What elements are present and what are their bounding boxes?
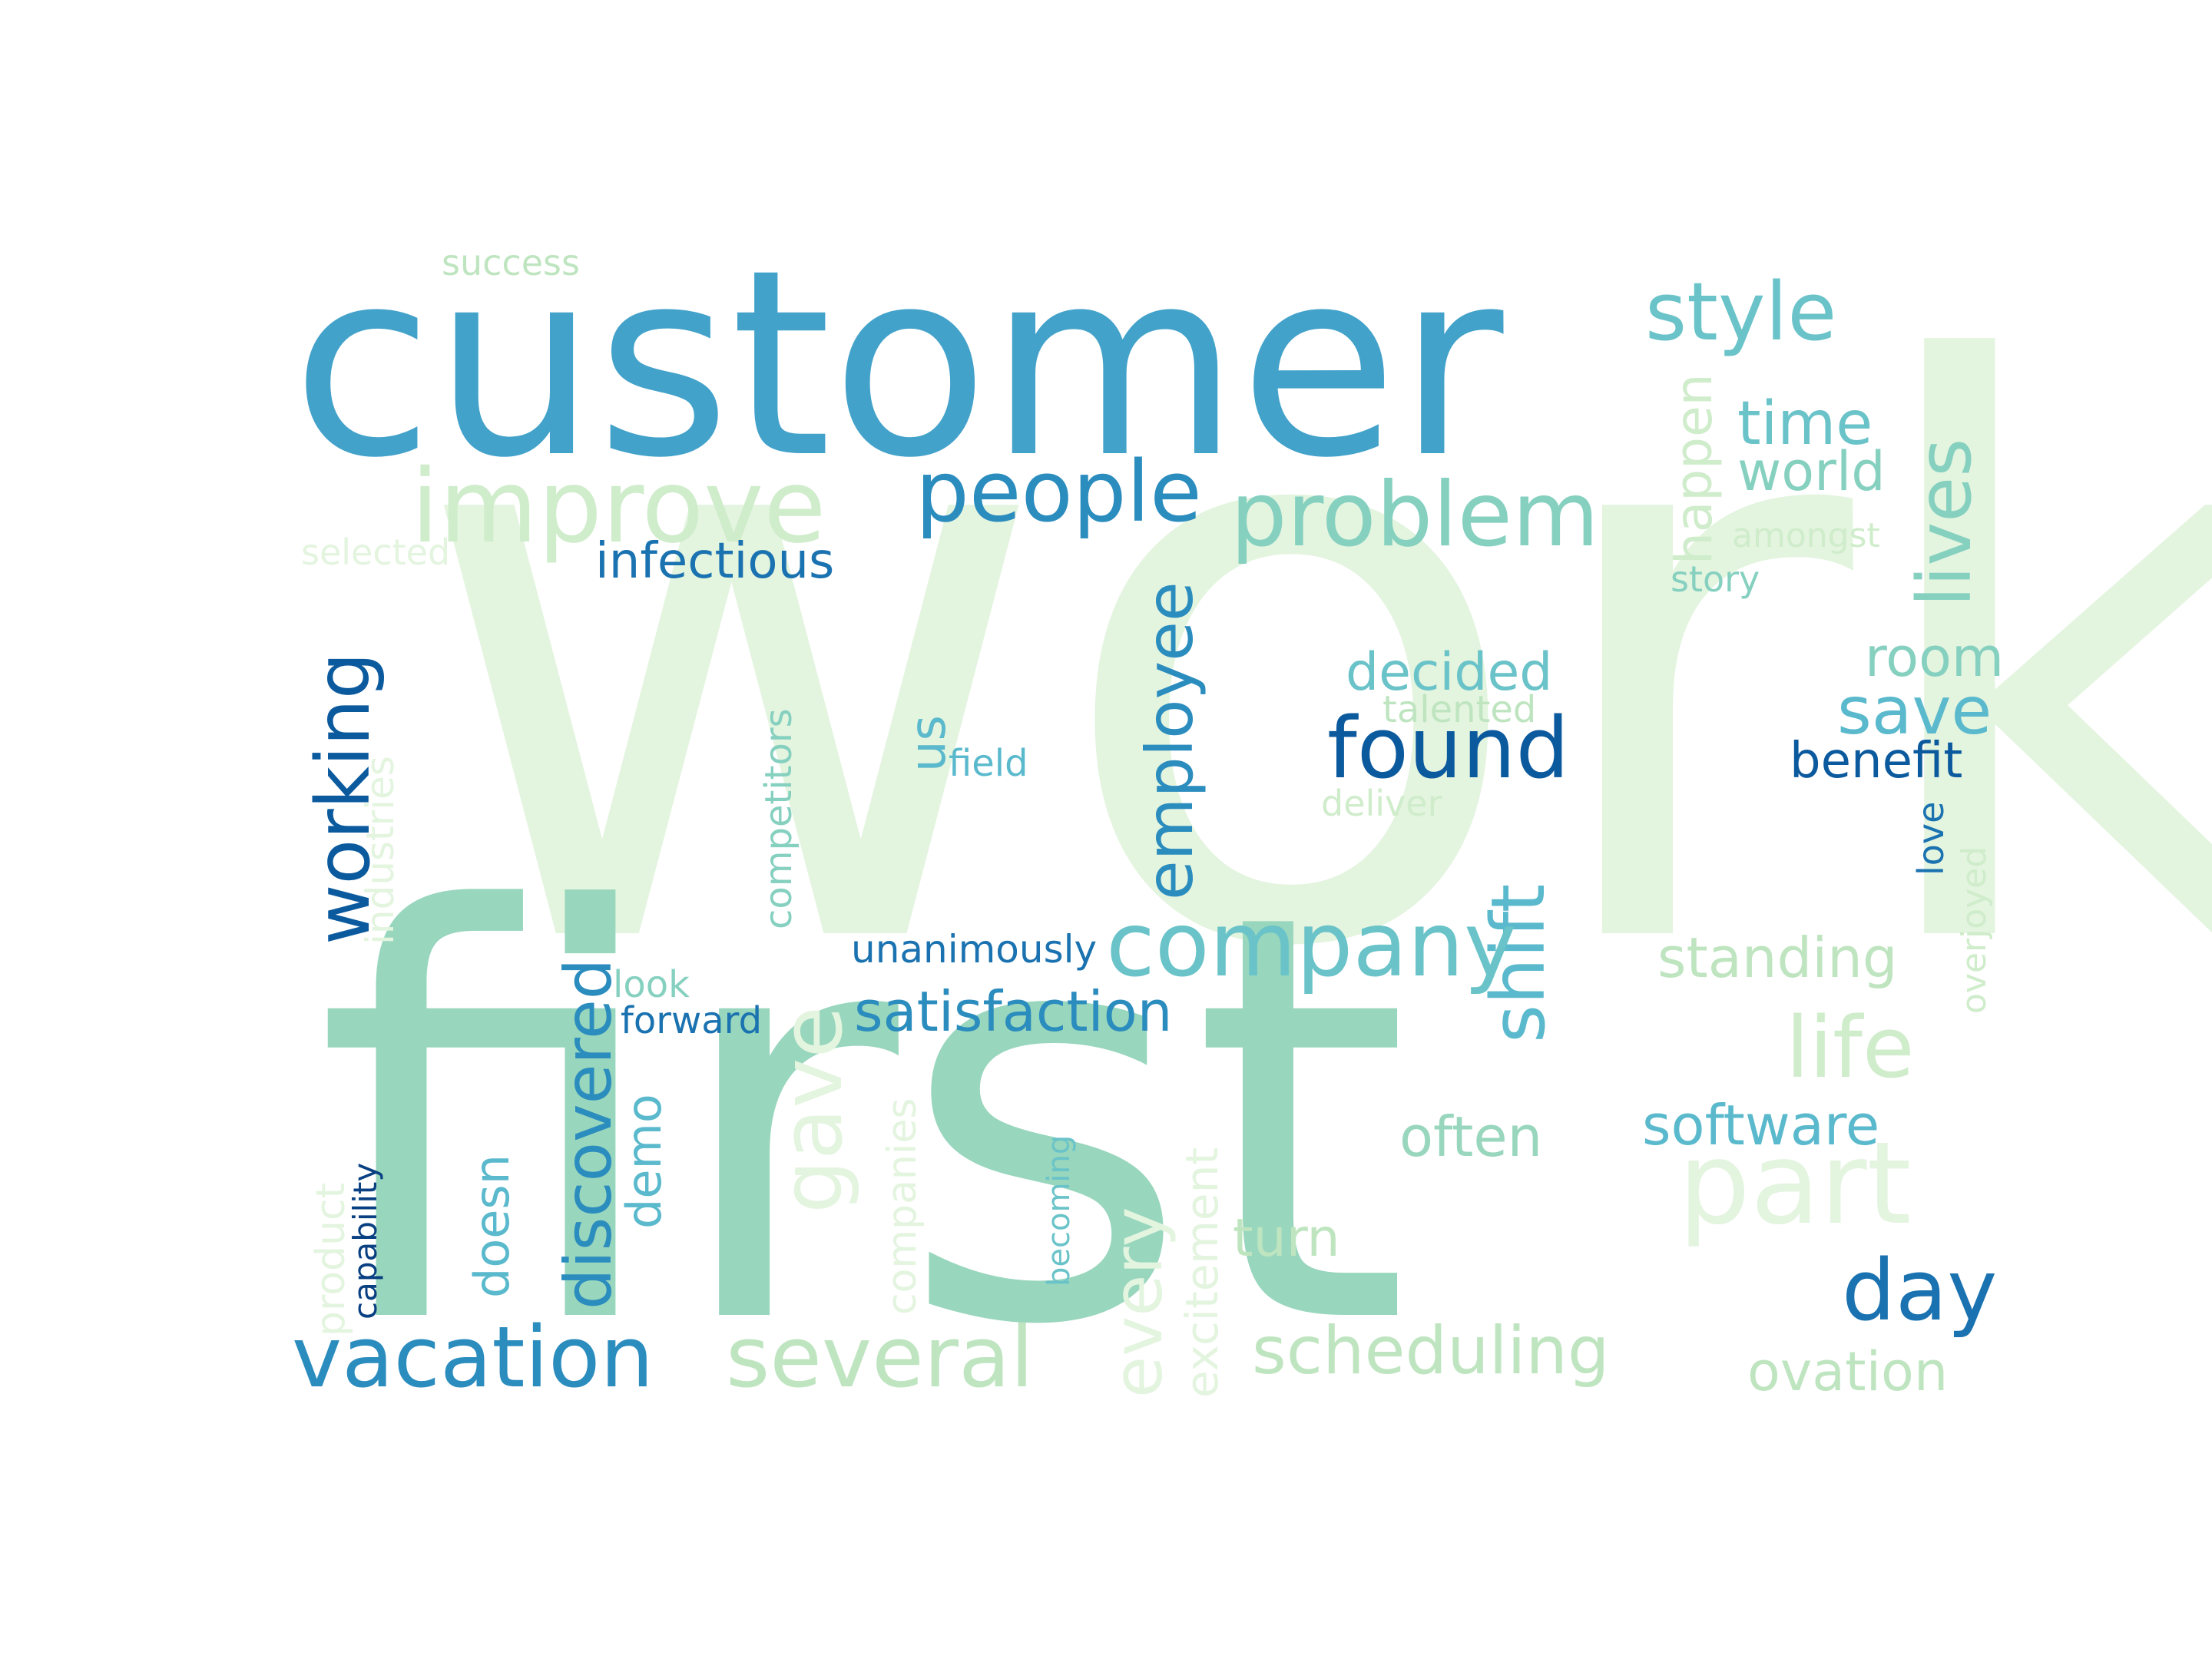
word-deliver: deliver	[1321, 783, 1442, 824]
word-problem: problem	[1230, 463, 1599, 567]
word-room: room	[1865, 626, 2004, 689]
word-day: day	[1842, 1241, 1997, 1339]
word-doesn: doesn	[464, 1154, 520, 1298]
word-lives: lives	[1902, 439, 1988, 607]
word-happen: happen	[1664, 374, 1724, 565]
word-competitors: competitors	[757, 708, 800, 929]
word-employee: employee	[1132, 581, 1207, 900]
word-decided: decided	[1346, 642, 1552, 703]
word-product: product	[308, 1183, 354, 1336]
word-save: save	[1837, 673, 1992, 750]
word-capability: capability	[346, 1163, 384, 1320]
word-infectious: infectious	[595, 533, 834, 590]
word-time: time	[1737, 389, 1873, 459]
word-forward: forward	[621, 999, 762, 1042]
word-part: part	[1678, 1118, 1912, 1250]
word-style: style	[1645, 265, 1836, 359]
word-story: story	[1671, 558, 1760, 600]
word-love: love	[1910, 802, 1952, 876]
word-company: company	[1106, 893, 1517, 997]
word-gave: gave	[763, 1006, 861, 1214]
word-selected: selected	[301, 531, 450, 573]
word-first: first	[315, 795, 1411, 1448]
word-amongst: amongst	[1732, 516, 1880, 555]
word-found: found	[1327, 699, 1569, 797]
word-overjoyed: overjoyed	[1955, 846, 1994, 1014]
word-ovation: ovation	[1747, 1340, 1948, 1403]
word-field: field	[949, 742, 1028, 785]
word-becoming: becoming	[1041, 1135, 1077, 1286]
word-excitement: excitement	[1176, 1147, 1228, 1398]
word-several: several	[726, 1308, 1034, 1406]
word-success: success	[442, 242, 580, 283]
word-often: often	[1399, 1104, 1542, 1169]
word-demo: demo	[616, 1094, 672, 1229]
word-standing: standing	[1657, 926, 1898, 990]
word-software: software	[1642, 1093, 1879, 1157]
word-people: people	[916, 442, 1202, 541]
word-improve: improve	[411, 448, 826, 566]
word-world: world	[1737, 440, 1886, 503]
word-work: work	[411, 206, 2212, 1118]
word-scheduling: scheduling	[1252, 1313, 1609, 1389]
word-look: look	[613, 963, 690, 1006]
word-every: every	[1098, 1207, 1177, 1398]
word-unanimously: unanimously	[851, 927, 1097, 972]
word-companies: companies	[879, 1098, 926, 1315]
word-life: life	[1786, 998, 1915, 1097]
word-discovered: discovered	[551, 959, 626, 1310]
word-satisfaction: satisfaction	[854, 979, 1172, 1044]
word-customer: customer	[292, 215, 1506, 515]
word-talented: talented	[1382, 688, 1536, 731]
word-us: us	[900, 715, 957, 772]
word-turn: turn	[1233, 1208, 1340, 1269]
word-working: working	[300, 652, 386, 945]
word-industries: industries	[358, 756, 402, 945]
word-benefit: benefit	[1790, 733, 1962, 790]
word-vacation: vacation	[292, 1308, 654, 1406]
word-shift: shift	[1475, 884, 1561, 1043]
